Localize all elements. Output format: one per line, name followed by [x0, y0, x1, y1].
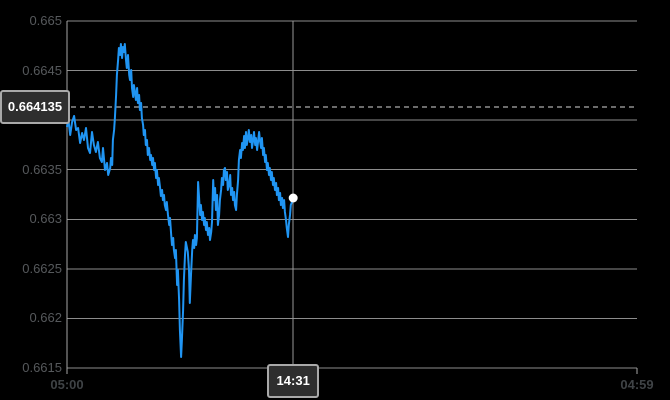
strike-price-tag: 0.664135	[0, 89, 70, 124]
y-axis-label: 0.662	[29, 310, 62, 326]
y-axis-label: 0.6625	[22, 260, 62, 276]
price-line	[66, 43, 295, 358]
y-axis-label: 0.665	[29, 13, 62, 28]
crosshair-time-tag: 14:31	[267, 364, 320, 398]
y-axis-label: 0.6615	[22, 360, 62, 375]
x-axis-label-start: 05:00	[50, 377, 84, 392]
last-price-dot	[288, 193, 298, 203]
x-axis-label-end: 04:59	[620, 377, 654, 392]
y-axis-label: 0.663	[29, 211, 62, 227]
y-axis-label: 0.6635	[22, 161, 62, 177]
y-axis-label: 0.6645	[22, 62, 62, 78]
